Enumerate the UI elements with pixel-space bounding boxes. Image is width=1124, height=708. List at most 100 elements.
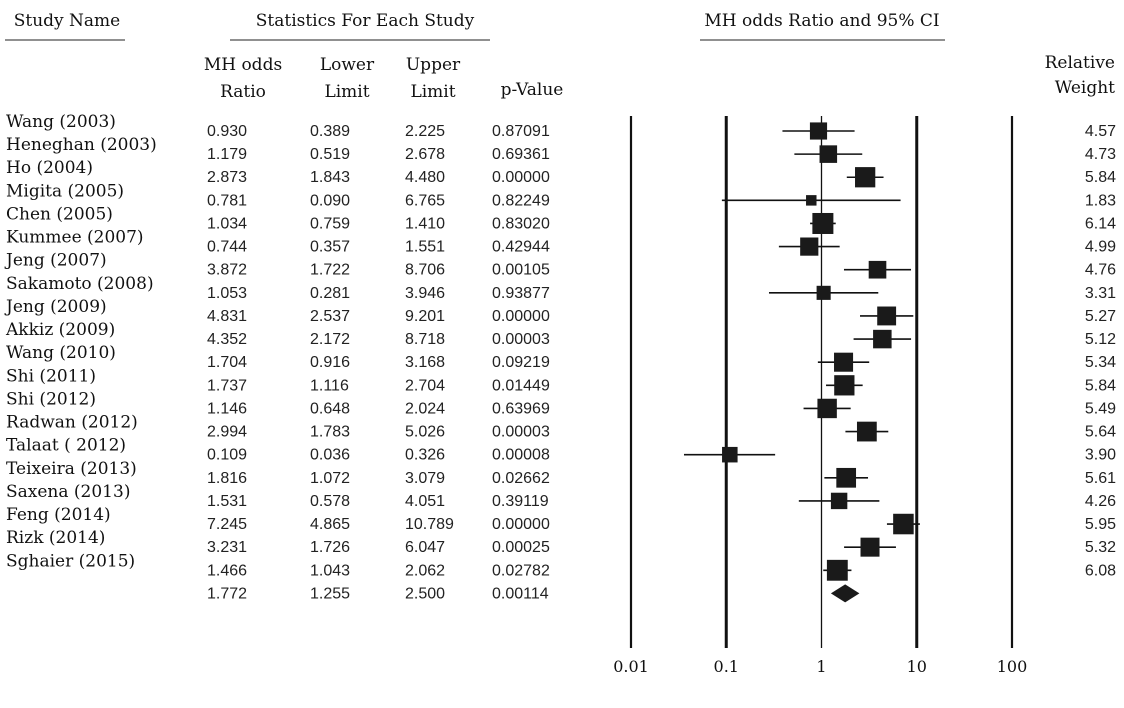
study-p-value: 0.39119 — [492, 493, 549, 510]
study-lower-limit: 1.043 — [310, 562, 350, 579]
study-upper-limit: 5.026 — [405, 424, 445, 441]
study-odds-ratio: 1.179 — [207, 146, 247, 163]
study-upper-limit: 4.480 — [405, 169, 445, 186]
study-relative-weight: 5.84 — [1085, 377, 1116, 394]
point-estimate-square — [826, 559, 848, 581]
study-odds-ratio: 1.531 — [207, 493, 247, 510]
study-p-value: 0.63969 — [492, 400, 550, 417]
study-lower-limit: 1.116 — [310, 377, 349, 394]
study-upper-limit: 4.051 — [405, 493, 445, 510]
study-odds-ratio: 3.872 — [207, 262, 247, 279]
col-header-lower-line2: Limit — [324, 82, 369, 102]
study-name: Teixeira (2013) — [6, 459, 137, 479]
study-name: Feng (2014) — [6, 505, 111, 525]
study-p-value: 0.93877 — [492, 285, 550, 302]
col-header-p-value: p-Value — [501, 80, 564, 100]
study-p-value: 0.42944 — [492, 239, 550, 256]
point-estimate-square — [806, 195, 817, 206]
study-p-value: 0.00008 — [492, 447, 550, 464]
study-lower-limit: 0.916 — [310, 354, 350, 371]
study-name: Saxena (2013) — [6, 482, 130, 502]
study-upper-limit: 2.704 — [405, 377, 445, 394]
study-name: Radwan (2012) — [6, 413, 138, 433]
summary-upper-limit: 2.500 — [405, 585, 445, 602]
point-estimate-square — [873, 329, 892, 349]
study-name: Heneghan (2003) — [6, 135, 157, 155]
study-lower-limit: 4.865 — [310, 516, 350, 533]
study-relative-weight: 4.76 — [1085, 262, 1116, 279]
study-relative-weight: 4.99 — [1085, 239, 1116, 256]
x-tick-label: 0.01 — [613, 657, 649, 676]
study-relative-weight: 5.32 — [1085, 539, 1116, 556]
study-lower-limit: 0.357 — [310, 239, 350, 256]
study-odds-ratio: 0.109 — [207, 447, 247, 464]
study-odds-ratio: 0.744 — [207, 239, 247, 256]
study-relative-weight: 4.26 — [1085, 493, 1116, 510]
study-upper-limit: 10.789 — [405, 516, 454, 533]
col-header-upper-line2: Limit — [410, 82, 455, 102]
study-upper-limit: 2.225 — [405, 123, 445, 140]
summary-odds-ratio: 1.772 — [207, 585, 247, 602]
study-name: Akkiz (2009) — [5, 320, 115, 340]
study-name: Wang (2010) — [6, 343, 116, 363]
summary-p-value: 0.00114 — [492, 585, 549, 602]
study-upper-limit: 3.946 — [405, 285, 445, 302]
study-upper-limit: 3.079 — [405, 470, 445, 487]
point-estimate-square — [800, 237, 819, 256]
study-relative-weight: 5.84 — [1085, 169, 1116, 186]
study-upper-limit: 2.062 — [405, 562, 445, 579]
study-relative-weight: 5.49 — [1085, 400, 1116, 417]
study-name: Chen (2005) — [6, 204, 113, 224]
study-name: Shi (2011) — [6, 366, 96, 386]
point-estimate-square — [834, 352, 854, 372]
point-estimate-square — [819, 145, 838, 163]
study-odds-ratio: 1.704 — [207, 354, 247, 371]
study-upper-limit: 6.765 — [405, 192, 445, 209]
study-lower-limit: 0.281 — [310, 285, 350, 302]
study-name: Wang (2003) — [6, 112, 116, 132]
study-lower-limit: 0.578 — [310, 493, 350, 510]
study-lower-limit: 0.090 — [310, 192, 350, 209]
study-name: Talaat ( 2012) — [6, 436, 126, 456]
study-lower-limit: 1.843 — [310, 169, 350, 186]
study-name: Sghaier (2015) — [6, 551, 135, 571]
study-p-value: 0.83020 — [492, 215, 550, 232]
study-upper-limit: 0.326 — [405, 447, 445, 464]
study-relative-weight: 5.27 — [1085, 308, 1116, 325]
point-estimate-square — [816, 285, 831, 300]
study-odds-ratio: 4.352 — [207, 331, 247, 348]
study-name: Rizk (2014) — [6, 528, 105, 548]
study-relative-weight: 6.08 — [1085, 562, 1116, 579]
point-estimate-square — [809, 122, 828, 140]
summary-lower-limit: 1.255 — [310, 585, 350, 602]
study-odds-ratio: 2.994 — [207, 424, 247, 441]
study-lower-limit: 1.726 — [310, 539, 350, 556]
study-p-value: 0.00025 — [492, 539, 550, 556]
study-relative-weight: 5.95 — [1085, 516, 1116, 533]
study-upper-limit: 9.201 — [405, 308, 445, 325]
study-name: Jeng (2009) — [4, 297, 107, 317]
plot-area: 0.01 0.1 1 10 100 — [613, 116, 1027, 676]
study-odds-ratio: 1.053 — [207, 285, 247, 302]
study-upper-limit: 3.168 — [405, 354, 445, 371]
study-upper-limit: 1.551 — [405, 239, 445, 256]
study-lower-limit: 0.036 — [310, 447, 350, 464]
study-p-value: 0.00000 — [492, 308, 550, 325]
study-p-value: 0.02782 — [492, 562, 550, 579]
study-name: Sakamoto (2008) — [6, 274, 154, 294]
study-relative-weight: 3.90 — [1085, 447, 1116, 464]
study-lower-limit: 1.072 — [310, 470, 350, 487]
study-name: Ho (2004) — [6, 158, 93, 178]
col-header-lower-line1: Lower — [320, 55, 375, 75]
study-lower-limit: 1.722 — [310, 262, 350, 279]
study-odds-ratio: 1.737 — [207, 377, 247, 394]
study-lower-limit: 0.759 — [310, 215, 350, 232]
x-tick-label: 0.1 — [714, 657, 739, 676]
study-p-value: 0.87091 — [492, 123, 550, 140]
point-estimate-square — [834, 375, 855, 396]
study-p-value: 0.00003 — [492, 331, 550, 348]
study-p-value: 0.00105 — [492, 262, 550, 279]
study-upper-limit: 8.706 — [405, 262, 445, 279]
point-estimate-square — [877, 306, 897, 326]
study-p-value: 0.69361 — [492, 146, 550, 163]
